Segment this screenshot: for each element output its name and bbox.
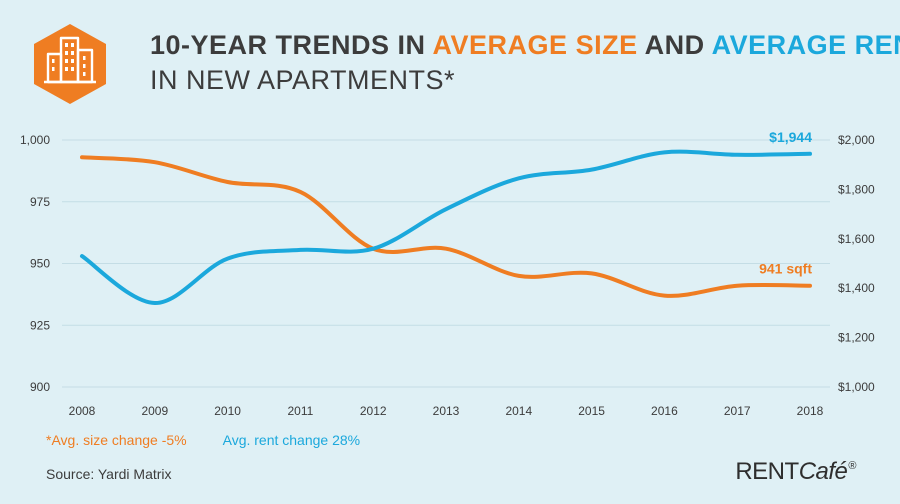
end-labels: 941 sqft $1,944 bbox=[759, 129, 812, 277]
average-size-line bbox=[80, 155, 812, 298]
right-axis-ticks: $1,000 $1,200 $1,400 $1,600 $1,800 $2,000 bbox=[838, 133, 875, 394]
average-rent-line bbox=[80, 149, 812, 306]
size-change-note: *Avg. size change -5% bbox=[46, 432, 187, 448]
series-lines bbox=[80, 149, 812, 306]
right-tick-label: $2,000 bbox=[838, 133, 875, 147]
x-tick-label: 2018 bbox=[797, 404, 824, 418]
chart-title: 10-YEAR TRENDS IN AVERAGE SIZE AND AVERA… bbox=[150, 30, 900, 96]
right-tick-label: $1,000 bbox=[838, 380, 875, 394]
x-tick-label: 2013 bbox=[433, 404, 460, 418]
left-tick-label: 1,000 bbox=[20, 133, 50, 147]
right-tick-label: $1,400 bbox=[838, 281, 875, 295]
left-tick-label: 925 bbox=[30, 318, 50, 332]
change-notes: *Avg. size change -5% Avg. rent change 28… bbox=[46, 432, 360, 448]
grid-lines bbox=[62, 139, 830, 388]
title-prefix: 10-YEAR TRENDS IN bbox=[150, 30, 433, 60]
title-line-1: 10-YEAR TRENDS IN AVERAGE SIZE AND AVERA… bbox=[150, 30, 900, 61]
x-tick-label: 2010 bbox=[214, 404, 241, 418]
rent-change-note: Avg. rent change 28% bbox=[222, 432, 361, 448]
x-tick-label: 2017 bbox=[724, 404, 751, 418]
x-tick-label: 2016 bbox=[651, 404, 678, 418]
right-tick-label: $1,600 bbox=[838, 232, 875, 246]
x-tick-label: 2014 bbox=[505, 404, 532, 418]
title-average-size: AVERAGE SIZE bbox=[432, 30, 638, 60]
registered-mark: ® bbox=[848, 460, 856, 472]
source-note: Source: Yardi Matrix bbox=[46, 466, 172, 482]
x-axis-ticks: 2008 2009 2010 2011 2012 2013 2014 2015 2016 2017… bbox=[69, 404, 824, 418]
left-axis-ticks: 900 925 950 975 1,000 bbox=[20, 133, 50, 394]
x-tick-label: 2011 bbox=[287, 404, 313, 418]
brand-italic: Café bbox=[798, 458, 848, 485]
size-end-label: 941 sqft bbox=[759, 261, 812, 277]
title-average-rent: AVERAGE RENT bbox=[711, 30, 900, 60]
right-tick-label: $1,800 bbox=[838, 182, 875, 196]
x-tick-label: 2008 bbox=[69, 404, 96, 418]
x-tick-label: 2015 bbox=[578, 404, 605, 418]
x-tick-label: 2009 bbox=[141, 404, 168, 418]
title-line-2: IN NEW APARTMENTS* bbox=[150, 65, 456, 95]
left-tick-label: 900 bbox=[30, 380, 50, 394]
apartment-buildings-icon bbox=[34, 24, 106, 104]
x-tick-label: 2012 bbox=[360, 404, 387, 418]
brand-main: RENT bbox=[735, 458, 799, 485]
rent-end-label: $1,944 bbox=[769, 129, 812, 145]
title-middle: AND bbox=[637, 30, 712, 60]
right-tick-label: $1,200 bbox=[838, 331, 875, 345]
left-tick-label: 950 bbox=[30, 257, 50, 271]
left-tick-label: 975 bbox=[30, 195, 50, 209]
rentcafe-logo: RENTCafé® bbox=[735, 458, 856, 486]
